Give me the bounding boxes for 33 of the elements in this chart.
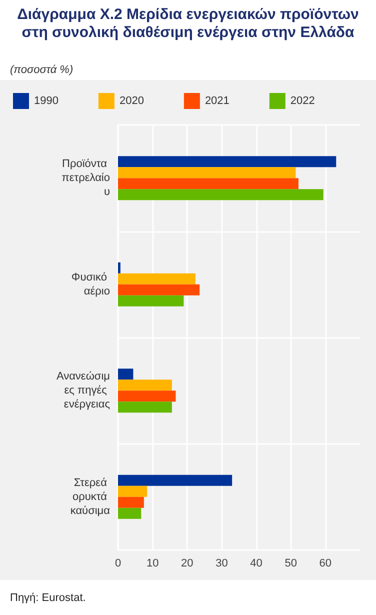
chart-subtitle: (ποσοστά %) xyxy=(10,64,74,76)
legend-label: 2022 xyxy=(290,95,315,107)
bar xyxy=(118,474,232,486)
x-tick-label: 0 xyxy=(114,558,122,570)
bar xyxy=(118,273,196,284)
y-tick-label: Προϊόντα πετρελαίου xyxy=(62,158,110,198)
y-tick-label: Φυσικό αέριο xyxy=(71,271,110,298)
bar xyxy=(118,380,172,391)
bar xyxy=(118,496,144,508)
x-tick-label: 30 xyxy=(216,558,228,570)
bar xyxy=(118,284,200,296)
legend-label: 1990 xyxy=(34,95,58,107)
y-tick-label: Στερεά ορυκτά καύσιμα xyxy=(70,476,111,517)
bar xyxy=(118,390,176,402)
x-tick-label: 50 xyxy=(284,558,297,570)
bar xyxy=(118,295,184,306)
chart-title: Διάγραμμα Χ.2 Μερίδια ενεργειακών προϊόντων στη συνολική διαθέσιμη ενέργεια στην Ελλάδα xyxy=(16,6,360,42)
x-tick-label: 40 xyxy=(250,558,262,570)
bar xyxy=(118,167,296,178)
bar xyxy=(118,189,324,200)
legend-label: 2020 xyxy=(119,95,144,107)
bar xyxy=(118,508,142,519)
x-tick-label: 10 xyxy=(146,558,159,570)
x-tick-label: 20 xyxy=(181,558,194,570)
bar xyxy=(118,178,298,190)
text: Πηγή: Eurostat. xyxy=(10,592,86,604)
bar xyxy=(118,156,336,168)
bar xyxy=(118,368,134,380)
legend-label: 2021 xyxy=(204,95,230,107)
x-tick-label: 60 xyxy=(319,558,332,570)
bar xyxy=(118,486,148,497)
bar xyxy=(118,402,172,413)
y-tick-label: Ανανεώσιμες πηγές ενέργειας xyxy=(56,370,110,411)
